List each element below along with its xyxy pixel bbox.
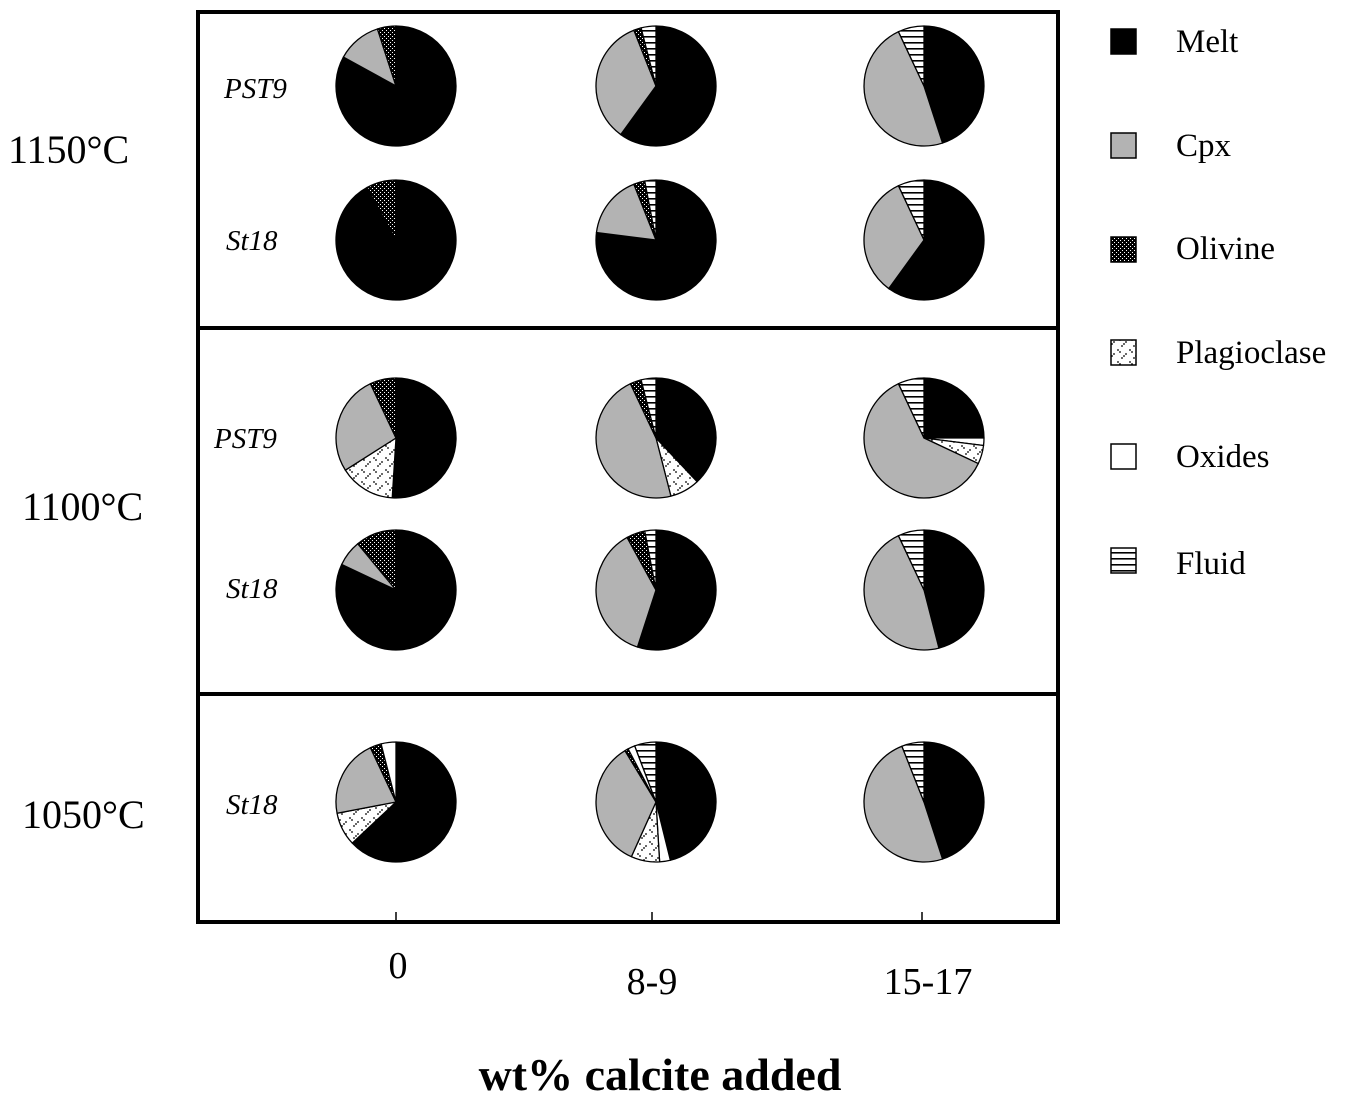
pie-slice-melt bbox=[335, 529, 457, 651]
pie-st18-1150c-0 bbox=[335, 179, 457, 301]
pie-slice-melt bbox=[923, 741, 985, 860]
legend-swatch-melt bbox=[1110, 28, 1137, 55]
pie-slice-fluid bbox=[640, 25, 657, 87]
pie-slice-cpx bbox=[863, 745, 944, 863]
pie-slice-fluid bbox=[901, 741, 925, 803]
pie-st18-1050c-15-17 bbox=[863, 741, 985, 863]
pie-slice-melt bbox=[655, 741, 717, 861]
sample-label: PST9 bbox=[223, 73, 287, 105]
pie-pst9-1100c-15-17 bbox=[863, 377, 985, 499]
pie-slice-cpx bbox=[595, 29, 657, 136]
pie-slice-cpx bbox=[595, 383, 672, 499]
pie-slice-fluid bbox=[897, 25, 925, 87]
panel-1050-frame bbox=[196, 692, 1060, 924]
pie-slice-melt bbox=[351, 741, 457, 863]
pie-slice-melt bbox=[888, 179, 985, 301]
pie-slice-melt bbox=[391, 377, 457, 499]
pie-st18-1150c-8-9 bbox=[595, 179, 717, 301]
pie-slice-olivine bbox=[366, 179, 397, 241]
x-tick-label: 15-17 bbox=[884, 961, 973, 1003]
pie-slice-melt bbox=[655, 377, 717, 483]
legend-label-oxides: Oxides bbox=[1176, 439, 1270, 475]
pie-slice-fluid bbox=[897, 529, 925, 591]
temperature-label-1150: 1150°C bbox=[8, 127, 129, 172]
legend-label-fluid: Fluid bbox=[1176, 546, 1246, 582]
sample-label: St18 bbox=[226, 225, 278, 257]
legend-label-melt: Melt bbox=[1176, 24, 1238, 60]
pie-slice-fluid bbox=[634, 741, 657, 803]
pie-slice-cpx bbox=[863, 535, 940, 651]
pie-slice-fluid bbox=[644, 529, 657, 591]
pie-slice-fluid bbox=[897, 179, 925, 241]
pie-st18-1150c-15-17 bbox=[863, 179, 985, 301]
pie-st18-1100c-0 bbox=[335, 529, 457, 651]
legend-swatch-oxides bbox=[1110, 443, 1137, 470]
pie-slice-fluid bbox=[644, 179, 657, 241]
pie-st18-1050c-8-9 bbox=[595, 741, 717, 863]
temperature-label-1050: 1050°C bbox=[22, 792, 145, 837]
pie-st18-1050c-0 bbox=[335, 741, 457, 863]
sample-label: PST9 bbox=[213, 423, 277, 455]
pie-slice-cpx bbox=[335, 383, 397, 471]
pie-slice-cpx bbox=[595, 183, 657, 241]
pie-grid bbox=[335, 25, 985, 863]
pie-slice-olivine bbox=[369, 377, 397, 439]
legend-label-olivine: Olivine bbox=[1176, 231, 1275, 267]
pie-pst9-1150c-0 bbox=[335, 25, 457, 147]
legend-swatch-cpx bbox=[1110, 132, 1137, 159]
pie-slice-melt bbox=[595, 179, 717, 301]
legend-label-cpx: Cpx bbox=[1176, 128, 1232, 164]
legend-swatch-plagioclase bbox=[1110, 339, 1137, 366]
pie-slice-melt bbox=[923, 25, 985, 144]
pie-pst9-1150c-15-17 bbox=[863, 25, 985, 147]
pie-slice-melt bbox=[923, 377, 985, 439]
pie-pst9-1100c-0 bbox=[335, 377, 457, 499]
pie-slice-cpx bbox=[863, 185, 925, 290]
pie-pst9-1150c-8-9 bbox=[595, 25, 717, 147]
legend-swatch-fluid bbox=[1110, 547, 1137, 574]
legend: Melt Cpx Olivine Plagioclase Oxides Flui… bbox=[1110, 24, 1326, 582]
x-tick-label: 8-9 bbox=[627, 961, 678, 1003]
pie-slice-cpx bbox=[863, 31, 944, 147]
pie-slice-cpx bbox=[595, 750, 657, 858]
pie-slice-fluid bbox=[897, 377, 925, 439]
pie-slice-melt bbox=[923, 529, 985, 649]
pie-slice-oxides bbox=[380, 741, 397, 803]
pie-slice-cpx bbox=[335, 747, 397, 814]
sample-label: St18 bbox=[226, 573, 278, 605]
pie-st18-1100c-8-9 bbox=[595, 529, 717, 651]
pie-slice-olivine bbox=[357, 529, 397, 591]
pie-slice-melt bbox=[335, 25, 457, 147]
temperature-label-1100: 1100°C bbox=[22, 484, 143, 529]
legend-swatch-olivine bbox=[1110, 236, 1137, 263]
pie-pst9-1100c-8-9 bbox=[595, 377, 717, 499]
pie-slice-melt bbox=[620, 25, 717, 147]
legend-label-plagioclase: Plagioclase bbox=[1176, 335, 1326, 371]
pie-slice-melt bbox=[636, 529, 717, 651]
pie-slice-fluid bbox=[640, 377, 657, 439]
pie-slice-cpx bbox=[863, 383, 979, 499]
pie-slice-cpx bbox=[595, 536, 657, 648]
x-axis-title: wt% calcite added bbox=[479, 1049, 842, 1098]
pie-slice-olivine bbox=[376, 25, 397, 87]
x-tick-label: 0 bbox=[389, 945, 408, 987]
sample-label: St18 bbox=[226, 789, 278, 821]
pie-st18-1100c-15-17 bbox=[863, 529, 985, 651]
pie-slice-plagioclase bbox=[344, 437, 397, 499]
